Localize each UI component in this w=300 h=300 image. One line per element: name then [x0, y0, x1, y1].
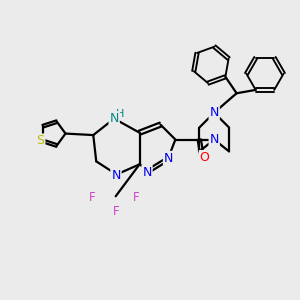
Text: N: N [209, 106, 219, 119]
Text: O: O [200, 151, 210, 164]
Text: N: N [164, 152, 173, 165]
Text: H: H [116, 109, 124, 119]
Text: F: F [88, 191, 95, 204]
Text: N: N [111, 169, 121, 182]
Text: F: F [113, 205, 120, 218]
Text: N: N [110, 112, 119, 125]
Text: S: S [36, 134, 44, 147]
Text: F: F [133, 191, 140, 204]
Text: N: N [142, 166, 152, 179]
Text: N: N [209, 133, 219, 146]
